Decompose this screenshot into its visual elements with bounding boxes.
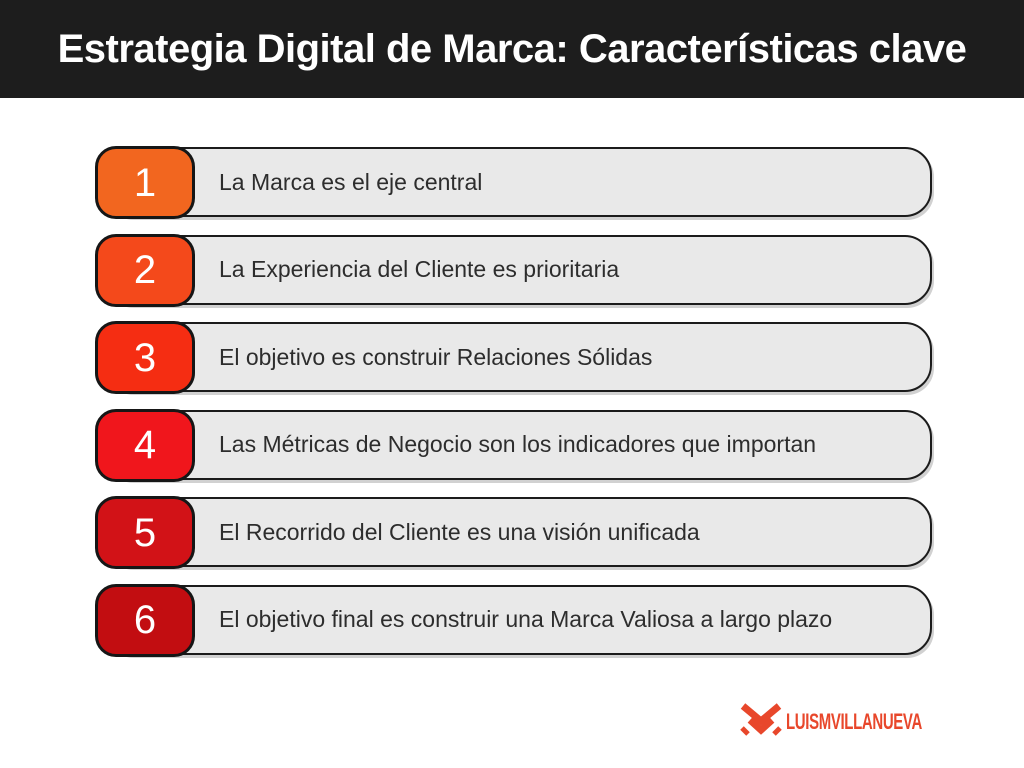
item-number-badge: 5 [95, 496, 195, 569]
item-bar: El objetivo es construir Relaciones Sóli… [105, 322, 932, 392]
item-number-badge: 3 [95, 321, 195, 394]
item-number-badge: 2 [95, 233, 195, 307]
item-label: Las Métricas de Negocio son los indicado… [219, 431, 817, 457]
item-number-badge: 1 [95, 146, 195, 219]
item-label: El Recorrido del Cliente es una visión u… [219, 518, 700, 545]
item-bar: La Experiencia del Cliente es prioritari… [105, 234, 932, 305]
list-item: El objetivo final es construir una Marca… [95, 583, 932, 657]
feature-list: La Marca es el eje central 1 La Experien… [95, 146, 932, 657]
item-label: La Experiencia del Cliente es prioritari… [219, 256, 620, 282]
item-number-badge: 6 [95, 583, 195, 657]
page-title: Estrategia Digital de Marca: Característ… [57, 26, 967, 71]
item-bar: El Recorrido del Cliente es una visión u… [105, 497, 932, 567]
item-number: 4 [133, 423, 157, 467]
item-bar: El objetivo final es construir una Marca… [105, 584, 932, 655]
header-bar: Estrategia Digital de Marca: Característ… [0, 0, 1024, 98]
item-number: 3 [133, 335, 157, 380]
item-label: La Marca es el eje central [219, 168, 483, 195]
list-item: Las Métricas de Negocio son los indicado… [95, 408, 932, 482]
list-item: El Recorrido del Cliente es una visión u… [95, 496, 932, 569]
item-label: El objetivo final es construir una Marca… [219, 606, 833, 632]
list-item: La Marca es el eje central 1 [95, 146, 932, 219]
brand-name: LUISMVILLANUEVA [786, 709, 923, 734]
list-item: El objetivo es construir Relaciones Sóli… [95, 321, 932, 394]
item-label: El objetivo es construir Relaciones Sóli… [219, 343, 653, 370]
item-number: 5 [133, 510, 157, 555]
item-number-badge: 4 [95, 408, 195, 482]
item-number: 6 [133, 598, 157, 642]
double-chevron-down-icon [740, 703, 782, 736]
item-bar: La Marca es el eje central [105, 147, 932, 217]
item-number: 2 [133, 248, 157, 292]
item-bar: Las Métricas de Negocio son los indicado… [105, 409, 932, 480]
list-item: La Experiencia del Cliente es prioritari… [95, 233, 932, 307]
brand-logo: LUISMVILLANUEVA [738, 701, 986, 743]
item-number: 1 [133, 160, 157, 205]
